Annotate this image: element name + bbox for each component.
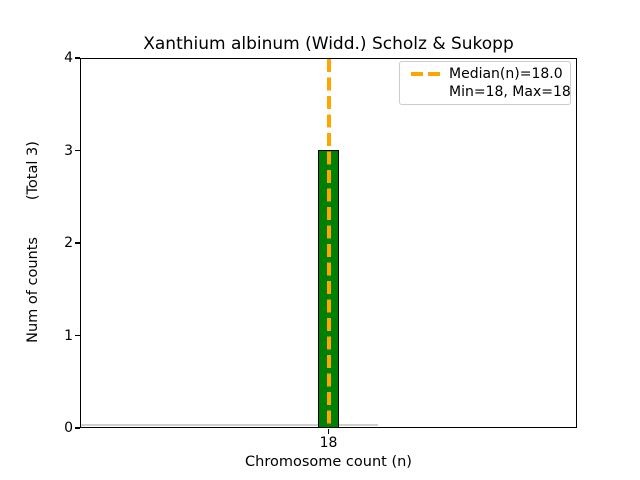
y-tick-mark-4 (75, 57, 80, 59)
y-tick-mark-3 (75, 149, 80, 152)
chart-title: Xanthium albinum (Widd.) Scholz & Sukopp (143, 34, 514, 54)
y-tick-label-1: 1 (64, 327, 73, 344)
x-tick-mark-18 (328, 429, 330, 434)
y-tick-label-2: 2 (64, 235, 73, 251)
legend-entry-median: Median(n)=18.0 (406, 65, 563, 83)
y-tick-label-3: 3 (64, 142, 73, 159)
legend-label-minmax: Min=18, Max=18 (449, 84, 571, 100)
plot-area: Median(n)=18.0 Min=18, Max=18 (80, 58, 577, 428)
legend-box: Median(n)=18.0 Min=18, Max=18 (399, 61, 571, 105)
y-tick-mark-0 (75, 427, 80, 429)
y-tick-label-4: 4 (64, 50, 73, 66)
x-tick-label-18: 18 (319, 435, 338, 451)
zero-count-baseline (81, 424, 378, 426)
y-tick-mark-1 (75, 334, 80, 337)
legend-empty-marker (411, 90, 440, 94)
plot-inner: Median(n)=18.0 Min=18, Max=18 (81, 59, 576, 427)
median-dashed-line (327, 59, 331, 427)
legend-label-median: Median(n)=18.0 (449, 66, 563, 82)
y-tick-mark-2 (75, 242, 80, 244)
legend-entry-minmax: Min=18, Max=18 (406, 83, 571, 101)
y-tick-label-0: 0 (64, 420, 73, 436)
x-axis-label: Chromosome count (n) (245, 454, 412, 470)
orange-dashed-line-icon (411, 72, 440, 76)
